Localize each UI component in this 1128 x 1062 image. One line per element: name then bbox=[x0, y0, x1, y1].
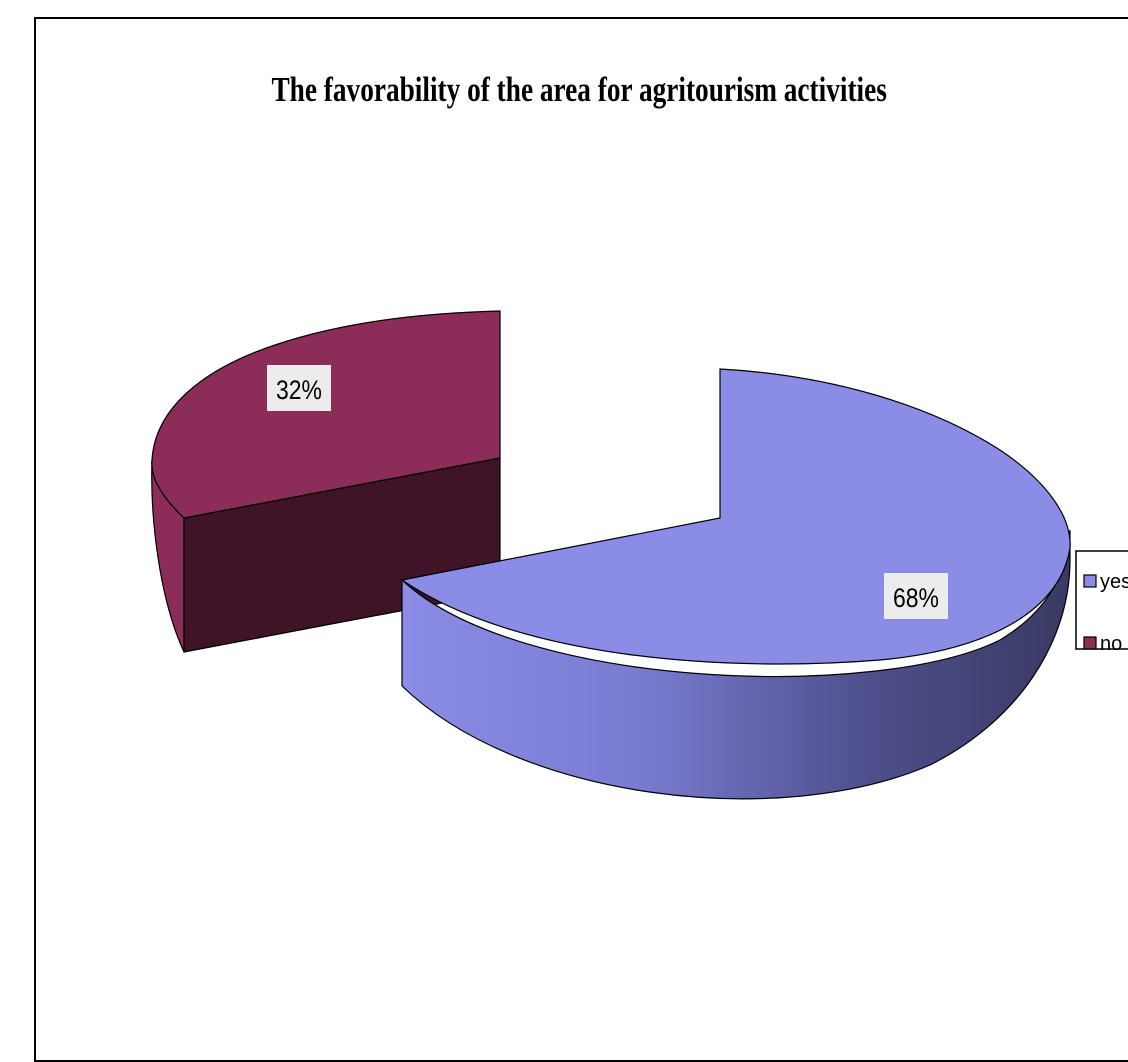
data-label-yes-text: 68% bbox=[893, 583, 939, 613]
pie-slice-yes-outer-side bbox=[401, 529, 1071, 800]
legend: yes no bbox=[1075, 550, 1128, 655]
legend-entry-yes: yes bbox=[1083, 571, 1128, 593]
legend-label-no: no bbox=[1100, 633, 1122, 655]
legend-swatch-no bbox=[1083, 636, 1097, 650]
legend-swatch-yes bbox=[1083, 574, 1097, 588]
legend-box bbox=[1075, 550, 1128, 650]
data-label-no: 32% bbox=[267, 365, 331, 411]
data-label-no-box bbox=[267, 365, 331, 411]
pie-slice-yes-top bbox=[400, 368, 1071, 665]
legend-entry-no: no bbox=[1083, 633, 1122, 655]
pie-slice-yes bbox=[400, 368, 1071, 800]
pie-slice-no-top bbox=[151, 310, 501, 519]
data-label-yes-box bbox=[884, 573, 948, 619]
chart-title: The favorability of the area for agritou… bbox=[271, 70, 887, 109]
data-label-yes: 68% bbox=[884, 573, 948, 619]
data-label-no-text: 32% bbox=[276, 375, 322, 405]
legend-label-yes: yes bbox=[1100, 571, 1128, 593]
